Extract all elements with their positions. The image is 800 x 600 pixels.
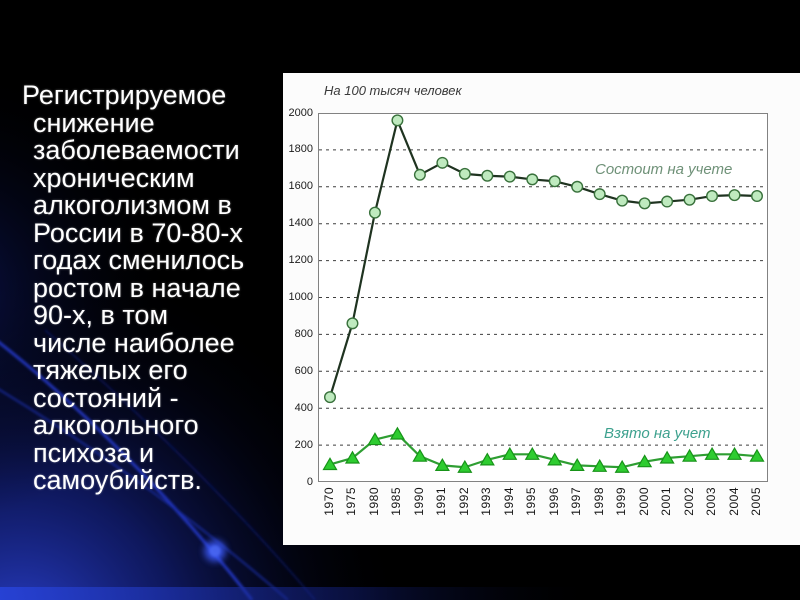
data-point-triangle — [704, 446, 720, 460]
x-tick-label: 1975 — [344, 487, 359, 516]
x-tick-label: 2001 — [659, 487, 674, 516]
y-tick-label: 0 — [306, 475, 313, 488]
legend-label-sostoit: Состоит на учете — [595, 161, 733, 178]
data-point-circle — [548, 175, 561, 188]
data-point-circle — [616, 194, 629, 207]
y-tick-label: 800 — [294, 327, 313, 340]
chart-title: На 100 тысяч человек — [324, 83, 462, 98]
data-point-triangle — [569, 457, 585, 471]
x-tick-label: 1980 — [366, 487, 381, 516]
data-point-circle — [706, 190, 719, 203]
x-tick-label: 1992 — [456, 487, 471, 516]
x-tick-label: 2002 — [681, 487, 696, 516]
y-tick-label: 2000 — [288, 106, 313, 119]
data-point-circle — [638, 197, 651, 210]
y-tick-label: 1400 — [288, 217, 313, 230]
x-tick-label: 1991 — [434, 487, 449, 516]
data-point-triangle — [389, 426, 405, 440]
data-point-triangle — [344, 450, 361, 464]
legend-label-vzyato: Взято на учет — [604, 425, 711, 442]
x-tick-label: 2005 — [749, 487, 763, 516]
data-point-circle — [413, 168, 426, 181]
body-text-line: числе наиболее — [33, 327, 235, 358]
data-point-triangle — [659, 450, 675, 464]
x-tick-label: 1998 — [591, 487, 606, 516]
body-text-line: алкоголизмом в — [33, 190, 232, 220]
y-tick-label: 1200 — [288, 254, 313, 267]
body-text-line: алкогольного — [33, 410, 199, 440]
data-point-circle — [661, 195, 674, 208]
data-point-circle — [593, 188, 606, 201]
x-tick-label: 1997 — [569, 487, 584, 516]
slide-body-text: Регистрируемое снижение заболеваемости хрон… — [22, 80, 284, 495]
body-text-line: состояний - — [33, 382, 179, 413]
data-point-circle — [323, 391, 337, 404]
body-text-line: годах сменилось — [33, 245, 245, 275]
body-text-line: тяжелых его — [33, 355, 188, 385]
data-point-circle — [391, 114, 404, 127]
arc-knot — [209, 545, 221, 557]
y-tick-label: 1000 — [288, 291, 313, 303]
y-axis-labels: 0 200 400 600 800 1000 1200 1400 1600 1800 2000 — [283, 73, 314, 545]
chart-panel: На 100 тысяч человек 0 200 400 600 800 1000 12… — [283, 73, 800, 545]
data-point-triangle — [682, 448, 698, 462]
data-point-circle — [526, 173, 539, 186]
data-point-circle — [683, 193, 696, 206]
x-tick-label: 1990 — [411, 487, 426, 516]
data-point-triangle — [322, 457, 338, 471]
body-text-line: снижение — [33, 107, 155, 138]
plot-border — [318, 113, 768, 482]
y-tick-label: 1600 — [288, 180, 313, 193]
x-tick-label: 1985 — [389, 487, 404, 516]
body-text-line: Регистрируемое — [22, 80, 227, 110]
data-point-circle — [571, 180, 584, 193]
data-point-circle — [751, 190, 764, 203]
data-point-triangle — [749, 448, 765, 462]
data-point-circle — [458, 167, 471, 180]
body-text-line: России в 70-80-х — [33, 217, 243, 248]
data-point-circle — [728, 189, 741, 202]
data-point-triangle — [524, 446, 540, 460]
x-tick-label: 1994 — [501, 487, 516, 516]
y-tick-label: 200 — [294, 438, 313, 451]
data-point-circle — [368, 206, 381, 219]
data-point-triangle — [637, 454, 653, 468]
x-tick-label: 1995 — [524, 487, 539, 516]
body-text-line: заболеваемости — [33, 135, 240, 165]
data-point-circle — [346, 317, 359, 330]
data-point-circle — [503, 170, 516, 183]
x-tick-label: 2004 — [726, 487, 741, 516]
blue-glow-left-edge — [0, 65, 180, 515]
y-tick-label: 1800 — [288, 143, 313, 156]
data-point-triangle — [479, 452, 495, 466]
data-point-triangle — [434, 457, 450, 471]
bottom-blue-band — [0, 587, 800, 600]
data-point-triangle — [592, 458, 608, 472]
data-point-triangle — [726, 446, 743, 460]
y-tick-label: 400 — [294, 401, 313, 414]
body-text-line: хроническим — [33, 162, 195, 193]
x-tick-label: 2000 — [636, 487, 651, 516]
x-tick-label: 2003 — [704, 487, 719, 516]
body-text-line: 90-х, в том — [33, 300, 169, 330]
data-point-triangle — [412, 448, 428, 462]
data-point-triangle — [367, 432, 383, 446]
y-tick-label: 600 — [294, 364, 313, 377]
body-text-line: ростом в начале — [33, 272, 241, 303]
x-tick-label: 1999 — [614, 487, 629, 516]
data-point-triangle — [457, 459, 473, 473]
body-text-line: психоза и — [33, 437, 155, 468]
x-tick-label: 1993 — [479, 487, 494, 516]
body-text-line: самоубийств. — [33, 465, 202, 495]
data-point-triangle — [502, 446, 518, 460]
data-point-triangle — [614, 459, 630, 473]
data-point-circle — [436, 156, 449, 169]
data-point-triangle — [547, 452, 563, 466]
x-tick-label: 1996 — [546, 487, 561, 516]
data-point-circle — [481, 169, 494, 182]
x-tick-label: 1970 — [322, 487, 336, 516]
plot-area — [318, 113, 768, 482]
